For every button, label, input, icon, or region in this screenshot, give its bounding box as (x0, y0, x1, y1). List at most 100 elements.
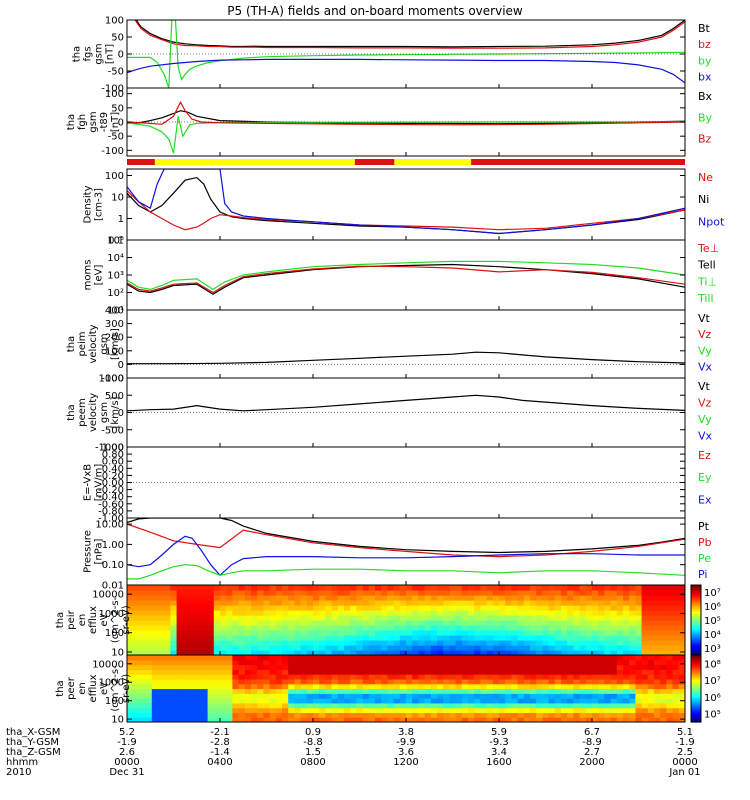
spectrogram-cell (288, 630, 295, 636)
spectrogram-cell (275, 625, 283, 631)
spectrogram-cell (548, 693, 556, 699)
spectrogram-cell (623, 655, 630, 661)
series-line (127, 58, 685, 84)
spectrogram-cell (635, 620, 643, 626)
spectrogram-cell (337, 650, 345, 655)
spectrogram-cell (145, 630, 153, 636)
spectrogram-cell (579, 630, 587, 636)
spectrogram-cell (480, 595, 488, 601)
spectrogram-cell (331, 707, 339, 714)
spectrogram-cell (313, 595, 320, 601)
series-line (127, 110, 685, 125)
spectrogram-cell (461, 702, 469, 709)
y-axis-label-line: [nT] (110, 112, 121, 132)
spectrogram-cell (368, 620, 376, 626)
spectrogram-cell (610, 600, 618, 606)
spectrogram-cell (213, 674, 221, 680)
y-axis-label-line: tha (66, 114, 77, 130)
spectrogram-cell (424, 615, 432, 621)
spectrogram-cell (282, 655, 289, 661)
spectrogram-cell (499, 610, 506, 616)
spectrogram-cell (288, 659, 295, 666)
spectrogram-cell (579, 683, 587, 690)
spectrogram-cell (592, 585, 599, 591)
spectrogram-cell (145, 678, 153, 685)
spectrogram-cell (350, 698, 357, 704)
legend-entry: Pi (698, 568, 707, 581)
spectrogram-cell (548, 590, 556, 596)
spectrogram-cell (356, 707, 364, 714)
spectrogram-cell (356, 590, 364, 596)
spectrogram-cell (145, 683, 153, 690)
spectrogram-cell (133, 610, 140, 616)
spectrogram-cell (331, 655, 339, 661)
spectrogram-cell (604, 620, 612, 626)
spectrogram-cell (610, 688, 618, 694)
spectrogram-cell (207, 717, 215, 722)
spectrogram-cell (145, 600, 153, 606)
spectrogram-cell (306, 600, 314, 606)
spectrogram-cell (511, 650, 519, 655)
spectrogram-cell (623, 640, 630, 646)
spectrogram-cell (406, 615, 413, 621)
spectrogram-cell (567, 595, 574, 601)
chart-title: P5 (TH-A) fields and on-board moments ov… (227, 4, 523, 18)
spectrogram-cell (294, 674, 302, 680)
spectrogram-cell (567, 585, 574, 591)
spectrogram-cell (424, 683, 432, 690)
spectrogram-cell (133, 620, 140, 626)
spectrogram-cell (616, 620, 624, 626)
spectrogram-cell (672, 650, 680, 655)
spectrogram-cell (393, 688, 401, 694)
spectrogram-cell (381, 600, 388, 606)
y-axis-label-line: gsm (94, 43, 105, 64)
spectrogram-cell (455, 664, 463, 670)
spectrogram-cell (319, 678, 326, 685)
spectrogram-cell (220, 635, 227, 641)
spectrogram-cell (418, 635, 426, 641)
series-line (127, 535, 685, 577)
spectrogram-cell (530, 600, 537, 606)
spectrogram-cell (567, 620, 574, 626)
colorbar-tick-label: 10⁵ (704, 616, 721, 627)
spectrogram-cell (331, 712, 339, 718)
spectrogram-cell (523, 645, 531, 651)
y-axis-label-line: -t89 (99, 112, 110, 132)
spectrogram-cell (616, 717, 624, 722)
spectrogram-cell (455, 717, 463, 722)
spectrogram-cell (158, 659, 165, 666)
spectrogram-cell (300, 625, 308, 631)
spectrogram-cell (499, 595, 506, 601)
spectrogram-cell (523, 650, 531, 655)
spectrogram-cell (523, 635, 531, 641)
spectrogram-cell (480, 655, 488, 661)
spectrogram-cell (127, 674, 134, 680)
spectrogram-cell (207, 600, 215, 606)
y-axis-label-line: Density (83, 185, 94, 223)
spectrogram-cell (313, 625, 320, 631)
spectrogram-cell (251, 615, 258, 621)
spectrogram-cell (672, 669, 680, 675)
spectrogram-cell (257, 635, 264, 641)
spectrogram-cell (362, 674, 370, 680)
spectrogram-cell (579, 664, 587, 670)
spectrogram-cell (430, 620, 438, 626)
spectrogram-cell (269, 640, 277, 646)
spectrogram-cell (598, 717, 605, 722)
spectrogram-cell (306, 688, 314, 694)
spectrogram-cell (554, 717, 562, 722)
spectrogram-cell (647, 595, 655, 601)
spectrogram-cell (127, 688, 134, 694)
legend-entry: By (698, 111, 713, 124)
spectrogram-cell (641, 600, 649, 606)
spectrogram-cell (399, 620, 407, 626)
spectrogram-cell (623, 707, 630, 714)
spectrogram-cell (331, 688, 339, 694)
spectrogram-cell (275, 610, 283, 616)
spectrogram-cell (282, 698, 289, 704)
spectrogram-cell (585, 610, 593, 616)
spectrogram-cell (437, 659, 444, 666)
spectrogram-cell (362, 678, 370, 685)
y-axis-label-line: Pressure (83, 530, 94, 573)
spectrogram-cell (610, 590, 618, 596)
